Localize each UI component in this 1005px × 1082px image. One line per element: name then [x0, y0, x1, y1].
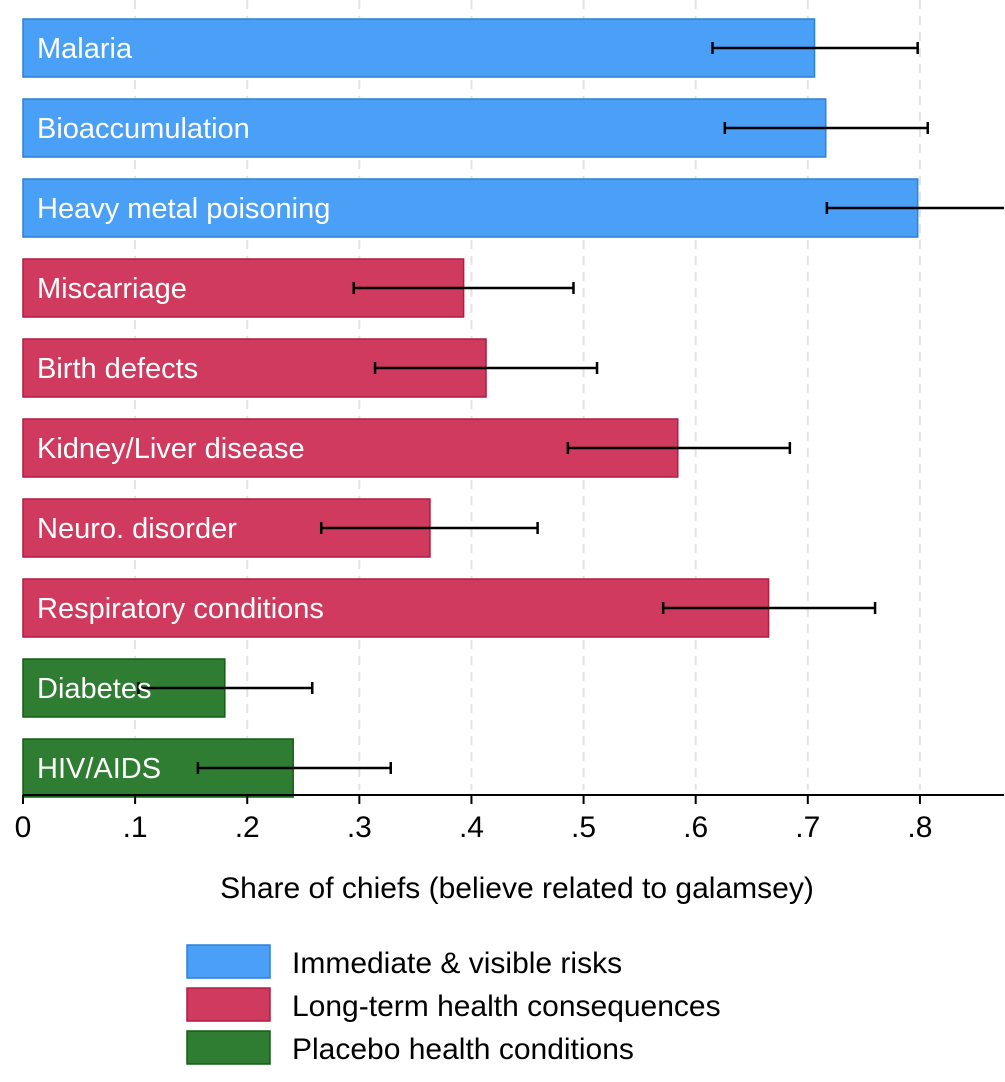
legend-label: Long-term health consequences	[292, 990, 721, 1023]
legend-swatch	[186, 987, 271, 1022]
bar-labels: Malaria Bioaccumulation Heavy metal poison…	[37, 33, 330, 785]
bar-label: Bioaccumulation	[37, 113, 250, 145]
x-tick-label: .2	[235, 811, 260, 844]
bar-label: Kidney/Liver disease	[37, 433, 305, 465]
bar-label: Birth defects	[37, 353, 198, 385]
bar-label: HIV/AIDS	[37, 753, 161, 785]
bar-label: Diabetes	[37, 673, 151, 705]
x-tick-label: 0	[15, 811, 32, 844]
bar	[22, 98, 827, 158]
x-tick-label: .6	[683, 811, 708, 844]
x-tick-label: .3	[347, 811, 372, 844]
bar-label: Respiratory conditions	[37, 593, 324, 625]
x-tick-label: .7	[795, 811, 820, 844]
bar-label: Miscarriage	[37, 273, 187, 305]
bar	[22, 578, 770, 638]
bar-label: Heavy metal poisoning	[37, 193, 330, 225]
x-tick-label: .8	[907, 811, 932, 844]
legend-label: Placebo health conditions	[292, 1033, 634, 1066]
x-axis-title: Share of chiefs (believe related to gala…	[220, 872, 814, 905]
error-bars	[137, 42, 1004, 774]
legend-swatch	[186, 1030, 271, 1065]
bar	[22, 18, 816, 78]
legend-swatch	[186, 944, 271, 979]
x-ticks: 0 .1 .2 .3 .4 .5 .6 .7 .8	[15, 795, 932, 844]
bar-label: Malaria	[37, 33, 133, 65]
x-tick-label: .1	[123, 811, 148, 844]
legend-label: Immediate & visible risks	[292, 947, 622, 980]
x-tick-label: .5	[571, 811, 596, 844]
legend: Immediate & visible risks Long-term healt…	[186, 944, 721, 1066]
bar-label: Neuro. disorder	[37, 513, 237, 545]
x-tick-label: .4	[459, 811, 484, 844]
